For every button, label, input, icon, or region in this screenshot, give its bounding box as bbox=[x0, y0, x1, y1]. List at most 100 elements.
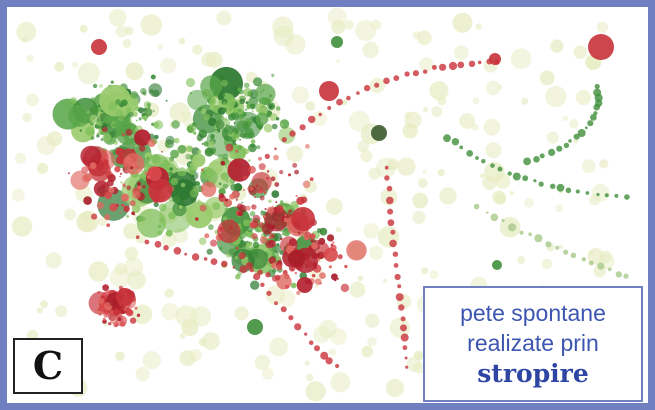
paint-drop bbox=[271, 190, 280, 199]
paint-drop bbox=[173, 247, 182, 255]
paint-drop bbox=[236, 203, 244, 210]
paint-drop bbox=[249, 103, 256, 110]
paint-drop bbox=[534, 234, 543, 243]
paint-drop bbox=[596, 21, 609, 33]
paint-drop bbox=[172, 195, 181, 204]
paint-drop bbox=[108, 8, 127, 27]
paint-drop bbox=[132, 190, 141, 199]
paint-drop bbox=[357, 275, 364, 282]
paint-drop bbox=[178, 205, 183, 209]
paint-drop bbox=[253, 77, 263, 87]
paint-drop bbox=[271, 73, 275, 77]
paint-drop bbox=[261, 223, 274, 235]
paint-drop bbox=[228, 107, 233, 112]
paint-drop bbox=[327, 106, 332, 110]
paint-drop bbox=[483, 118, 501, 136]
paint-drop bbox=[251, 233, 258, 240]
paint-drop bbox=[541, 258, 553, 270]
paint-drop bbox=[568, 139, 572, 143]
paint-drop bbox=[386, 196, 394, 205]
paint-drop bbox=[468, 60, 476, 67]
paint-drop bbox=[280, 237, 283, 240]
paint-drop bbox=[227, 158, 251, 182]
paint-drop bbox=[241, 201, 244, 204]
paint-drop bbox=[201, 142, 204, 145]
paint-drop bbox=[268, 104, 274, 109]
paint-drop bbox=[448, 61, 458, 71]
paint-drop bbox=[223, 117, 228, 121]
paint-drop bbox=[154, 189, 161, 196]
paint-drop bbox=[130, 166, 134, 170]
paint-drop bbox=[134, 306, 138, 310]
paint-drop bbox=[271, 123, 278, 130]
paint-drop bbox=[102, 122, 107, 127]
paint-drop bbox=[109, 298, 118, 307]
paint-drop bbox=[369, 245, 384, 260]
paint-drop bbox=[191, 174, 195, 178]
paint-drop bbox=[146, 157, 150, 160]
paint-drop bbox=[144, 239, 150, 245]
paint-drop bbox=[138, 107, 145, 114]
paint-drop bbox=[248, 132, 255, 139]
paint-drop bbox=[132, 111, 138, 117]
paint-drop bbox=[497, 166, 503, 172]
paint-drop bbox=[192, 44, 203, 55]
paint-drop bbox=[335, 363, 340, 369]
paint-drop bbox=[161, 151, 163, 153]
paint-drop bbox=[348, 110, 370, 132]
paint-drop bbox=[528, 232, 532, 236]
paint-drop bbox=[187, 89, 208, 111]
paint-drop bbox=[429, 270, 439, 280]
paint-drop bbox=[304, 233, 311, 239]
paint-drop bbox=[268, 239, 276, 248]
paint-drop bbox=[400, 324, 407, 332]
paint-drop bbox=[279, 290, 296, 307]
paint-drop bbox=[152, 195, 160, 203]
paint-drop bbox=[517, 255, 526, 265]
paint-drop bbox=[431, 64, 437, 70]
caption-line-3: stropire bbox=[477, 359, 589, 388]
paint-drop bbox=[404, 111, 422, 129]
paint-drop bbox=[346, 240, 367, 261]
paint-drop bbox=[102, 126, 108, 133]
paint-drop bbox=[99, 84, 131, 117]
paint-drop bbox=[267, 206, 275, 214]
paint-drop bbox=[563, 249, 569, 255]
paint-drop bbox=[291, 207, 315, 231]
paint-drop bbox=[11, 216, 33, 237]
paint-drop bbox=[284, 34, 306, 55]
paint-drop bbox=[196, 133, 204, 141]
paint-drop bbox=[289, 130, 296, 137]
paint-drop bbox=[104, 214, 111, 221]
paint-drop bbox=[331, 36, 343, 48]
paint-drop bbox=[398, 304, 405, 311]
paint-drop bbox=[615, 271, 622, 278]
paint-drop bbox=[363, 223, 380, 239]
paint-drop bbox=[344, 264, 348, 269]
paint-drop bbox=[412, 210, 426, 225]
paint-drop bbox=[238, 117, 241, 120]
paint-drop bbox=[311, 242, 319, 250]
caption-box: pete spontane realizate prin stropire bbox=[423, 286, 643, 402]
paint-drop bbox=[126, 309, 134, 317]
paint-drop bbox=[247, 319, 263, 335]
paint-drop bbox=[275, 201, 278, 204]
paint-drop bbox=[320, 351, 329, 360]
paint-drop bbox=[486, 80, 501, 96]
paint-drop bbox=[136, 181, 142, 186]
paint-drop bbox=[116, 288, 134, 306]
paint-drop bbox=[584, 126, 588, 130]
paint-drop bbox=[103, 153, 108, 158]
paint-drop bbox=[237, 271, 243, 277]
paint-drop bbox=[208, 224, 214, 230]
paint-drop bbox=[70, 97, 77, 104]
paint-drop bbox=[109, 203, 118, 212]
paint-drop bbox=[283, 217, 289, 223]
paint-drop bbox=[218, 193, 224, 199]
paint-drop bbox=[141, 184, 146, 189]
paint-drop bbox=[106, 305, 112, 311]
paint-drop bbox=[109, 267, 130, 288]
paint-drop bbox=[555, 245, 560, 250]
paint-drop bbox=[519, 230, 524, 235]
paint-drop bbox=[126, 185, 132, 191]
